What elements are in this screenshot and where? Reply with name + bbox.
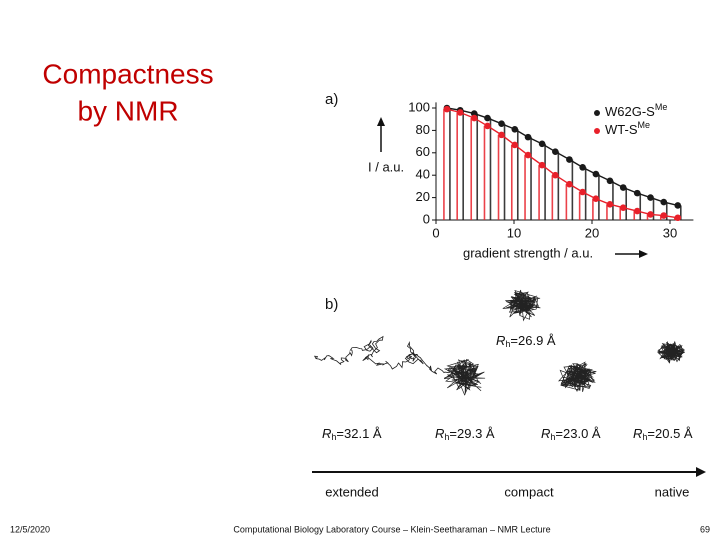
data-point (511, 141, 519, 149)
slide-title-line: Compactness (42, 58, 213, 89)
data-point (498, 131, 505, 139)
conformation (443, 358, 486, 396)
conformation (557, 361, 597, 392)
conformation (313, 335, 465, 375)
radius-symbol: R (541, 426, 550, 441)
data-point (524, 133, 532, 141)
y-tick-label: 100 (408, 99, 430, 114)
x-tick-label: 10 (507, 225, 521, 240)
slide-title-line: by NMR (77, 95, 178, 126)
data-point (470, 114, 478, 122)
radius-value: =29.3 Å (449, 426, 495, 441)
data-point (674, 202, 682, 209)
data-point (647, 194, 654, 201)
y-tick-label: 60 (416, 144, 430, 159)
y-tick-label: 0 (423, 211, 430, 226)
footer-page: 69 (700, 524, 710, 534)
data-point (633, 207, 641, 215)
radius-value: =23.0 Å (555, 426, 601, 441)
data-point (660, 198, 668, 206)
data-point (511, 125, 519, 133)
data-point (498, 120, 505, 127)
x-arrow-head (639, 250, 648, 258)
data-point (456, 109, 464, 116)
data-point (538, 161, 546, 169)
footer-course: Computational Biology Laboratory Course … (233, 524, 550, 534)
legend-superscript: Me (655, 102, 668, 112)
data-point (606, 177, 614, 185)
data-point (566, 180, 573, 188)
radius-value: =26.9 Å (510, 333, 556, 348)
data-point (660, 212, 668, 219)
radius-subscript: h (444, 432, 449, 442)
radius-symbol: R (633, 426, 642, 441)
data-point (592, 195, 600, 203)
y-arrow-head (377, 117, 385, 126)
data-point (524, 151, 532, 159)
panel-label: b) (325, 296, 338, 313)
data-point (674, 214, 682, 222)
radius-label: Rh=20.5 Å (633, 426, 693, 442)
scale-arrow-head (696, 467, 706, 477)
x-tick-label: 0 (432, 225, 439, 240)
legend-name: W62G-S (605, 104, 655, 119)
radius-symbol: R (435, 426, 444, 441)
legend-entry: W62G-SMe (605, 102, 667, 119)
radius-value: =20.5 Å (647, 426, 693, 441)
data-point (647, 211, 654, 218)
radius-subscript: h (642, 432, 647, 442)
radius-value: =32.1 Å (336, 426, 382, 441)
radius-subscript: h (505, 339, 510, 349)
conformation (657, 340, 686, 364)
y-tick-label: 20 (416, 189, 430, 204)
radius-label: Rh=32.1 Å (322, 426, 382, 442)
scale-label: extended (325, 484, 379, 499)
scale-label: native (655, 484, 690, 499)
data-point (619, 204, 627, 211)
radius-symbol: R (496, 333, 505, 348)
data-point (552, 171, 559, 179)
x-tick-label: 30 (663, 225, 677, 240)
data-point (552, 148, 559, 155)
data-point (633, 189, 641, 197)
legend-name: WT-S (605, 122, 638, 137)
data-point (484, 122, 491, 130)
data-point (443, 105, 451, 113)
panel-label: a) (325, 91, 338, 108)
radius-subscript: h (550, 432, 555, 442)
legend-superscript: Me (638, 120, 651, 130)
radius-label: Rh=26.9 Å (496, 333, 556, 349)
data-point (538, 140, 546, 148)
conformation (502, 289, 541, 322)
footer-date: 12/5/2020 (10, 524, 50, 534)
radius-symbol: R (322, 426, 331, 441)
legend-marker (594, 110, 600, 116)
x-tick-label: 20 (585, 225, 599, 240)
radius-label: Rh=29.3 Å (435, 426, 495, 442)
data-point (484, 114, 491, 122)
data-point (606, 201, 614, 208)
legend-entry: WT-SMe (605, 120, 650, 137)
data-point (579, 164, 586, 171)
radius-label: Rh=23.0 Å (541, 426, 601, 442)
data-point (579, 188, 586, 196)
scale-label: compact (504, 484, 554, 499)
data-point (619, 184, 627, 191)
y-tick-label: 80 (416, 122, 430, 137)
data-point (566, 156, 573, 163)
data-point (592, 170, 600, 178)
radius-subscript: h (331, 432, 336, 442)
y-tick-label: 40 (416, 167, 430, 182)
y-axis-label: I / a.u. (368, 159, 404, 174)
x-axis-label: gradient strength / a.u. (463, 245, 593, 260)
legend-marker (594, 128, 600, 134)
